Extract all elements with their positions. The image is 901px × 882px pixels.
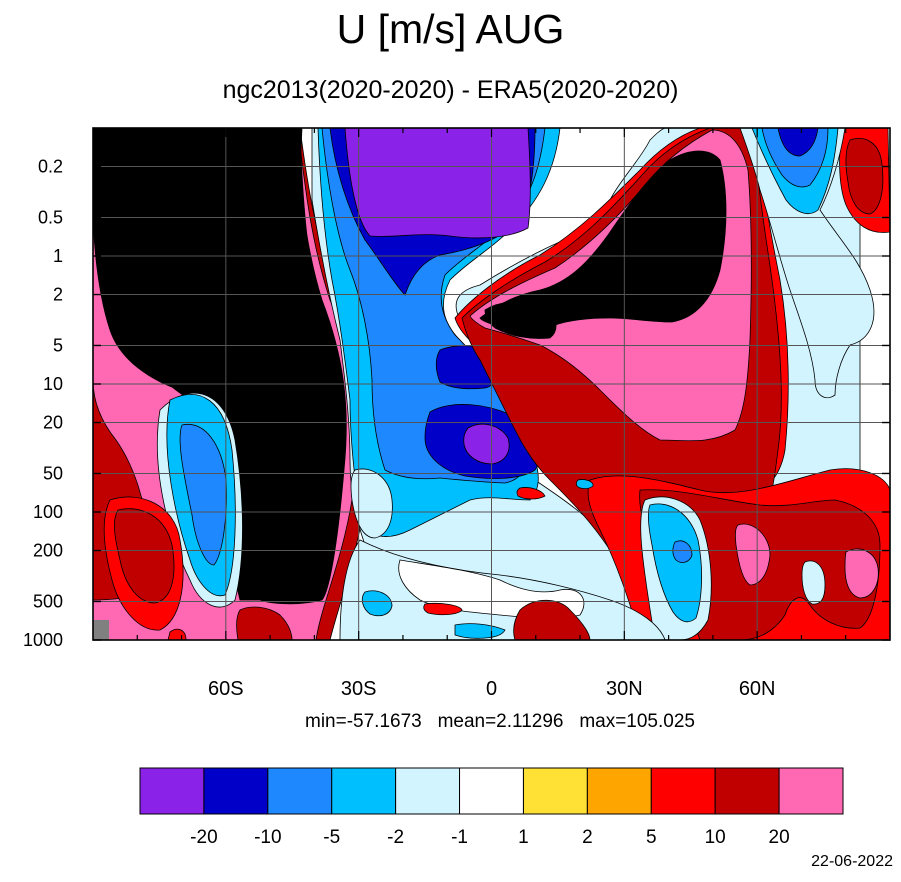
y-axis: 0.2 0.5 1 2 5 10 20 50 100 200 500 1000 xyxy=(23,157,890,650)
colorbar-label: -2 xyxy=(387,827,404,848)
x-tick-label: 30S xyxy=(341,678,377,700)
colorbar-swatch xyxy=(267,767,333,815)
contour-nh-jet-red-1 xyxy=(735,523,771,586)
contour-nh-small-cyan xyxy=(801,560,826,605)
colorbar-swatch xyxy=(203,767,269,815)
y-tick-label: 2 xyxy=(53,285,63,305)
contour-surface-cyan-2 xyxy=(454,623,506,639)
y-tick-label: 0.2 xyxy=(38,157,63,177)
colorbar: -20 -10 -5 -2 -1 1 2 5 10 20 xyxy=(139,767,844,848)
stat-max: max=105.025 xyxy=(579,711,695,732)
colorbar-label: 20 xyxy=(769,827,790,848)
x-tick-label: 60N xyxy=(739,678,776,700)
colorbar-swatch xyxy=(459,767,524,815)
contour-trop-purple xyxy=(344,128,531,239)
contour-sh-surface-orange xyxy=(114,508,175,604)
contour-surface-orange-2 xyxy=(236,606,293,640)
contour-light-sh-mid xyxy=(350,468,393,539)
stat-mean: mean=2.11296 xyxy=(437,711,564,732)
colorbar-swatch xyxy=(395,767,461,815)
y-tick-label: 500 xyxy=(33,591,63,611)
colorbar-label: -5 xyxy=(323,827,340,848)
contour-nh-neg-light xyxy=(739,128,875,399)
colorbar-swatch xyxy=(522,767,588,815)
x-tick-label: 60S xyxy=(208,678,244,700)
colorbar-label: 2 xyxy=(582,827,593,848)
colorbar-label: 10 xyxy=(705,827,726,848)
colorbar-label: -10 xyxy=(254,827,281,848)
contour-surface-yellow-1 xyxy=(423,602,463,616)
contour-nh-mid-blue xyxy=(672,540,693,563)
stats-line: min=-57.1673 mean=2.11296 max=105.025 xyxy=(0,711,901,733)
contour-surface-yellow-2 xyxy=(516,487,546,500)
contour-nh-mid-cyan xyxy=(647,503,703,623)
stat-min: min=-57.1673 xyxy=(305,711,422,732)
y-tick-label: 5 xyxy=(53,335,63,355)
grid-lines xyxy=(93,128,890,640)
contour-sh-low-blob-blue xyxy=(179,423,227,566)
y-tick-label: 100 xyxy=(33,502,63,522)
y-tick-label: 20 xyxy=(43,413,63,433)
colorbar-label: 5 xyxy=(646,827,657,848)
contour-nh-neg-darkblue xyxy=(777,128,819,157)
colorbar-swatch xyxy=(586,767,652,815)
date-stamp: 22-06-2022 xyxy=(811,853,893,870)
contour-surface-cyan-1 xyxy=(361,590,393,617)
colorbar-swatch xyxy=(778,767,844,815)
y-tick-label: 1000 xyxy=(23,630,63,650)
x-axis: 60S 30S 0 30N 60N xyxy=(136,128,847,700)
chart-subtitle: ngc2013(2020-2020) - ERA5(2020-2020) xyxy=(222,76,679,104)
colorbar-swatch xyxy=(650,767,716,815)
y-tick-label: 1 xyxy=(53,246,63,266)
colorbar-swatch xyxy=(331,767,397,815)
x-tick-label: 0 xyxy=(486,678,497,700)
colorbar-swatch xyxy=(139,767,205,815)
y-tick-label: 200 xyxy=(33,541,63,561)
colorbar-label: -1 xyxy=(451,827,468,848)
x-tick-label: 30N xyxy=(606,678,643,700)
colorbar-swatch xyxy=(714,767,780,815)
missing-data-patch xyxy=(93,620,109,640)
y-tick-label: 10 xyxy=(43,374,63,394)
y-tick-label: 50 xyxy=(43,463,63,483)
contour-surface-cyan-3 xyxy=(575,479,594,490)
contour-sh-pink xyxy=(93,128,303,472)
contour-surface-orange xyxy=(513,599,591,640)
y-tick-label: 0.5 xyxy=(38,207,63,227)
contour-nh-upper-orange xyxy=(845,138,884,215)
chart-title: U [m/s] AUG xyxy=(336,6,565,52)
colorbar-label: 1 xyxy=(518,827,529,848)
contour-nh-darkred-lower xyxy=(484,301,557,339)
colorbar-label: -20 xyxy=(190,827,217,848)
contour-nh-jet-red-2 xyxy=(844,548,879,599)
